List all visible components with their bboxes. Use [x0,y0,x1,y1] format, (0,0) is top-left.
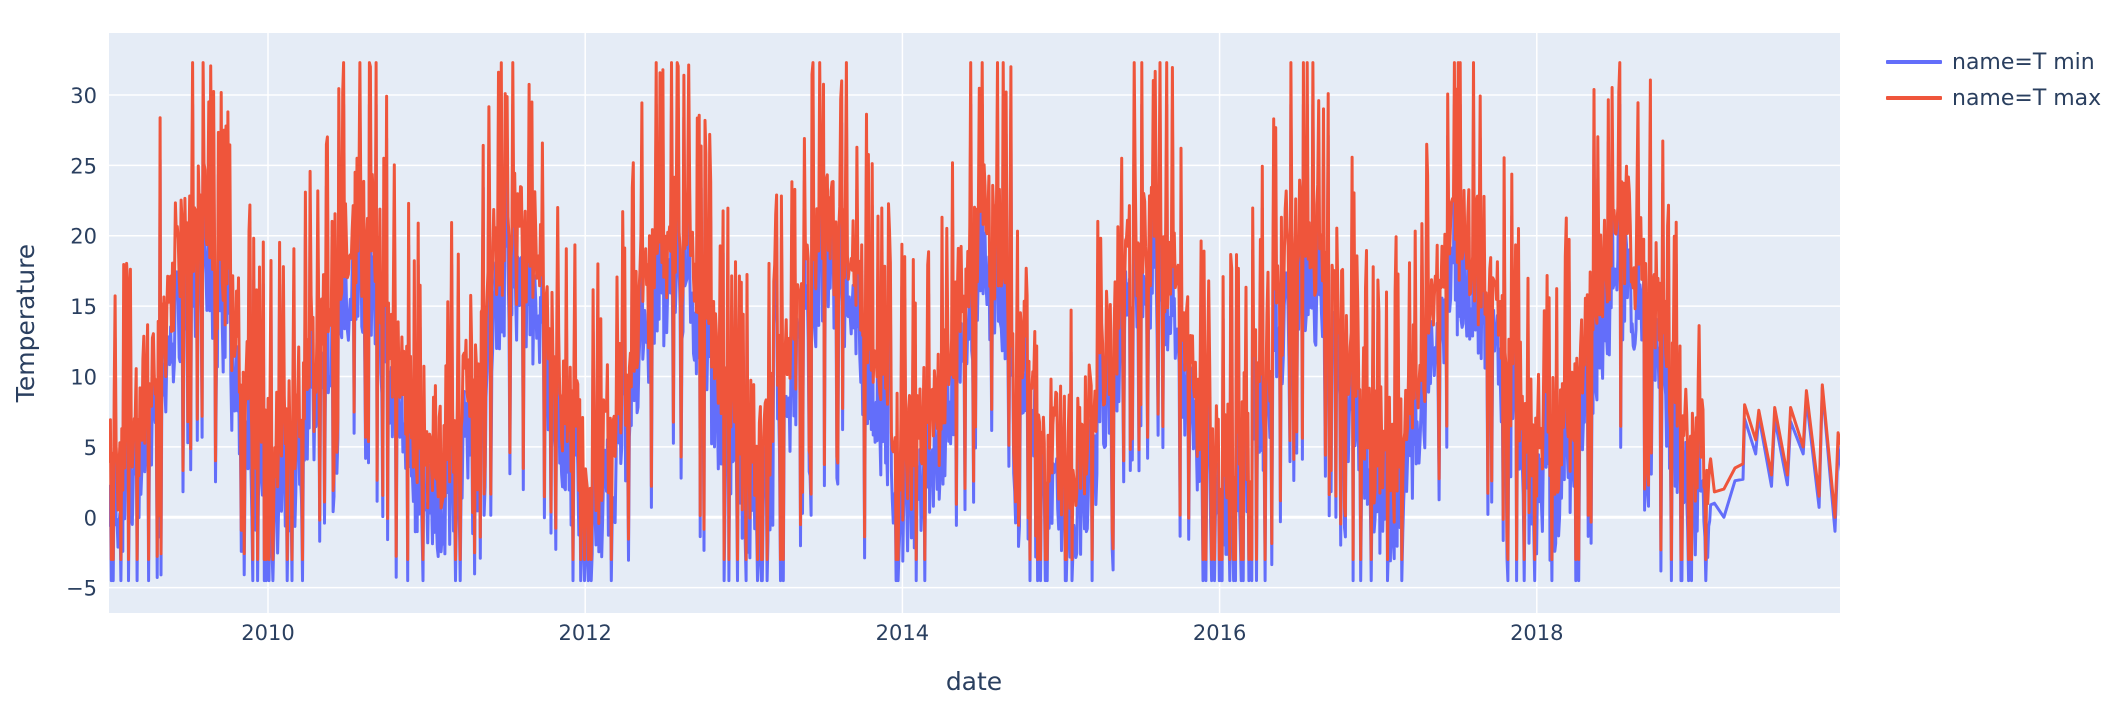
legend-label: name=T max [1952,85,2102,111]
y-tick-label: −5 [66,577,97,601]
legend: name=T min name=T max [1886,44,2101,116]
series-lines[interactable] [109,61,1843,583]
y-tick-label: 15 [70,295,97,319]
axis-ticks: −5 0 5 10 15 20 25 30 2010 2012 2014 2016 2018 [66,84,1563,645]
y-tick-label: 20 [70,225,97,249]
line-swatch-icon [1886,60,1942,64]
y-tick-label: 5 [84,436,97,460]
x-tick-label: 2010 [241,621,294,645]
y-tick-label: 30 [70,84,97,108]
x-tick-label: 2014 [876,621,929,645]
x-tick-label: 2016 [1193,621,1246,645]
y-tick-label: 25 [70,154,97,178]
x-tick-label: 2018 [1510,621,1563,645]
y-axis-title: Temperature [11,244,40,403]
legend-item-t-min[interactable]: name=T min [1886,44,2101,80]
y-tick-label: 0 [84,506,97,530]
x-tick-label: 2012 [558,621,611,645]
series-line-t-max[interactable] [109,61,1843,561]
legend-item-t-max[interactable]: name=T max [1886,80,2101,116]
line-swatch-icon [1886,96,1942,100]
legend-label: name=T min [1952,49,2095,75]
x-axis-title: date [946,667,1002,696]
y-tick-label: 10 [70,365,97,389]
